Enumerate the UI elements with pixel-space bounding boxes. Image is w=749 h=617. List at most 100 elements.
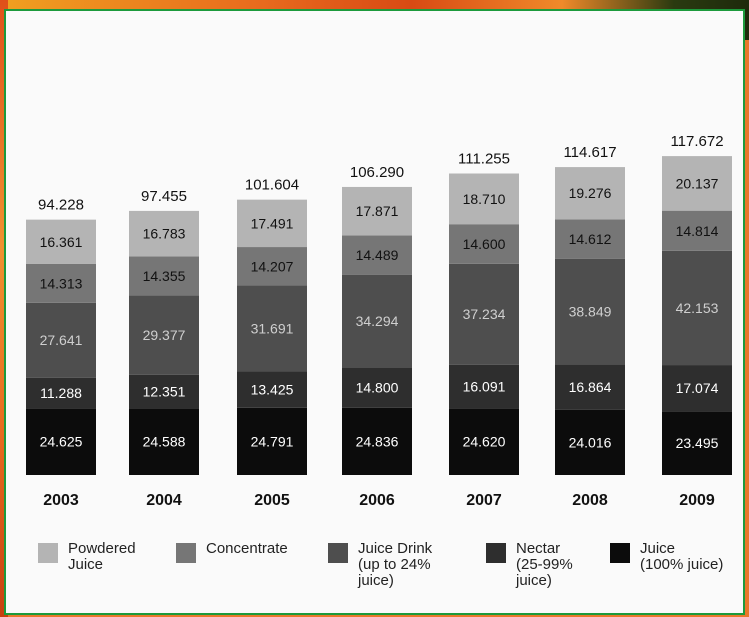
segment-value-label: 24.620: [463, 434, 506, 450]
segment-value-label: 16.783: [143, 226, 186, 242]
segment-value-label: 14.814: [676, 223, 719, 239]
bar-segment: [449, 224, 519, 264]
segment-value-label: 11.288: [40, 385, 82, 401]
segment-value-label: 31.691: [251, 320, 294, 336]
bar-total-label: 97.455: [141, 188, 187, 205]
segment-value-label: 38.849: [569, 304, 612, 320]
bar-segment: [237, 371, 307, 408]
segment-value-label: 14.313: [40, 275, 83, 291]
legend-label: Powdered Juice: [68, 540, 136, 573]
segment-value-label: 34.294: [356, 313, 399, 329]
bar-segment: [237, 285, 307, 372]
x-tick-label: 2004: [146, 492, 182, 509]
segment-value-label: 13.425: [251, 382, 294, 398]
bar-segment: [237, 199, 307, 248]
bar-segment: [237, 407, 307, 475]
bar-segment: [449, 263, 519, 365]
legend-swatch: [176, 543, 196, 563]
legend-label: Concentrate: [206, 540, 288, 557]
bar-segment: [449, 173, 519, 225]
segment-value-label: 24.625: [40, 434, 83, 450]
legend-label: Juice (100% juice): [640, 540, 724, 573]
segment-value-label: 24.791: [251, 433, 294, 449]
segment-value-label: 14.612: [569, 231, 612, 247]
legend-label: Nectar (25-99% juice): [516, 540, 573, 589]
bar-segment: [449, 408, 519, 475]
legend-item: Concentrate: [176, 541, 288, 563]
bar-total-label: 111.255: [458, 150, 510, 167]
bar-segment: [555, 364, 625, 410]
bar-segment: [342, 186, 412, 236]
segment-value-label: 24.588: [143, 434, 186, 450]
segment-value-label: 14.800: [356, 380, 399, 396]
segment-value-label: 24.836: [356, 433, 399, 449]
segment-value-label: 20.137: [676, 175, 719, 191]
legend-item: Juice Drink (up to 24% juice): [328, 541, 432, 589]
bar-total-label: 101.604: [245, 177, 299, 194]
segment-value-label: 19.276: [569, 185, 612, 201]
chart-panel: 24.625 11.288 27.641 14.313 16.361 94.228 2003…: [4, 9, 745, 615]
legend-item: Powdered Juice: [38, 541, 136, 573]
bar-segment: [662, 250, 732, 366]
bar-segment: [342, 367, 412, 408]
segment-value-label: 42.153: [676, 300, 719, 316]
segment-value-label: 24.016: [569, 434, 612, 450]
bar-segment: [555, 219, 625, 259]
stacked-bar-chart: 24.625 11.288 27.641 14.313 16.361 94.228 2003…: [26, 133, 732, 509]
bar-segment: [662, 411, 732, 475]
legend-label: Juice Drink (up to 24% juice): [358, 540, 433, 589]
segment-value-label: 37.234: [463, 306, 506, 322]
bar-segment: [342, 235, 412, 275]
segment-value-label: 12.351: [143, 384, 186, 400]
legend-item: Juice (100% juice): [610, 541, 723, 573]
bar-total-label: 114.617: [563, 144, 616, 161]
segment-value-label: 18.710: [463, 191, 506, 207]
bar-total-label: 106.290: [350, 164, 404, 181]
segment-value-label: 16.361: [40, 234, 83, 250]
bar-segment: [342, 407, 412, 475]
bar-segment: [555, 167, 625, 220]
segment-value-label: 14.600: [463, 236, 506, 252]
bar-segment: [26, 377, 96, 409]
segment-value-label: 29.377: [143, 327, 186, 343]
bar-segment: [237, 247, 307, 286]
x-tick-label: 2003: [43, 492, 79, 509]
bar-segment: [662, 156, 732, 211]
segment-value-label: 16.091: [463, 378, 506, 394]
x-tick-label: 2007: [466, 492, 502, 509]
x-tick-label: 2005: [254, 492, 290, 509]
bar-segment: [26, 263, 96, 303]
x-tick-label: 2006: [359, 492, 395, 509]
legend-swatch: [486, 543, 506, 563]
segment-value-label: 23.495: [676, 435, 719, 451]
bar-segment: [129, 408, 199, 475]
bar-segment: [129, 256, 199, 296]
segment-value-label: 27.641: [40, 332, 83, 348]
segment-value-label: 16.864: [569, 379, 612, 395]
bar-segment: [26, 219, 96, 264]
bar-segment: [449, 364, 519, 409]
bar-total-label: 94.228: [38, 197, 84, 214]
bar-total-label: 117.672: [670, 133, 723, 150]
bar-segment: [129, 210, 199, 257]
bar-segment: [555, 258, 625, 365]
bar-segment: [662, 210, 732, 251]
x-tick-label: 2009: [679, 492, 715, 509]
segment-value-label: 17.074: [676, 380, 719, 396]
bar-segment: [26, 302, 96, 378]
bar-segment: [555, 409, 625, 475]
bar-segment: [26, 408, 96, 475]
segment-value-label: 14.489: [356, 247, 399, 263]
bar-segment: [129, 295, 199, 375]
legend-item: Nectar (25-99% juice): [486, 541, 573, 589]
bar-segment: [129, 374, 199, 409]
legend-swatch: [328, 543, 348, 563]
segment-value-label: 17.491: [251, 215, 294, 231]
segment-value-label: 14.207: [251, 258, 294, 274]
bar-segment: [342, 274, 412, 368]
bar-segment: [662, 365, 732, 412]
segment-value-label: 14.355: [143, 268, 186, 284]
legend-swatch: [38, 543, 58, 563]
legend-swatch: [610, 543, 630, 563]
segment-value-label: 17.871: [356, 203, 399, 219]
